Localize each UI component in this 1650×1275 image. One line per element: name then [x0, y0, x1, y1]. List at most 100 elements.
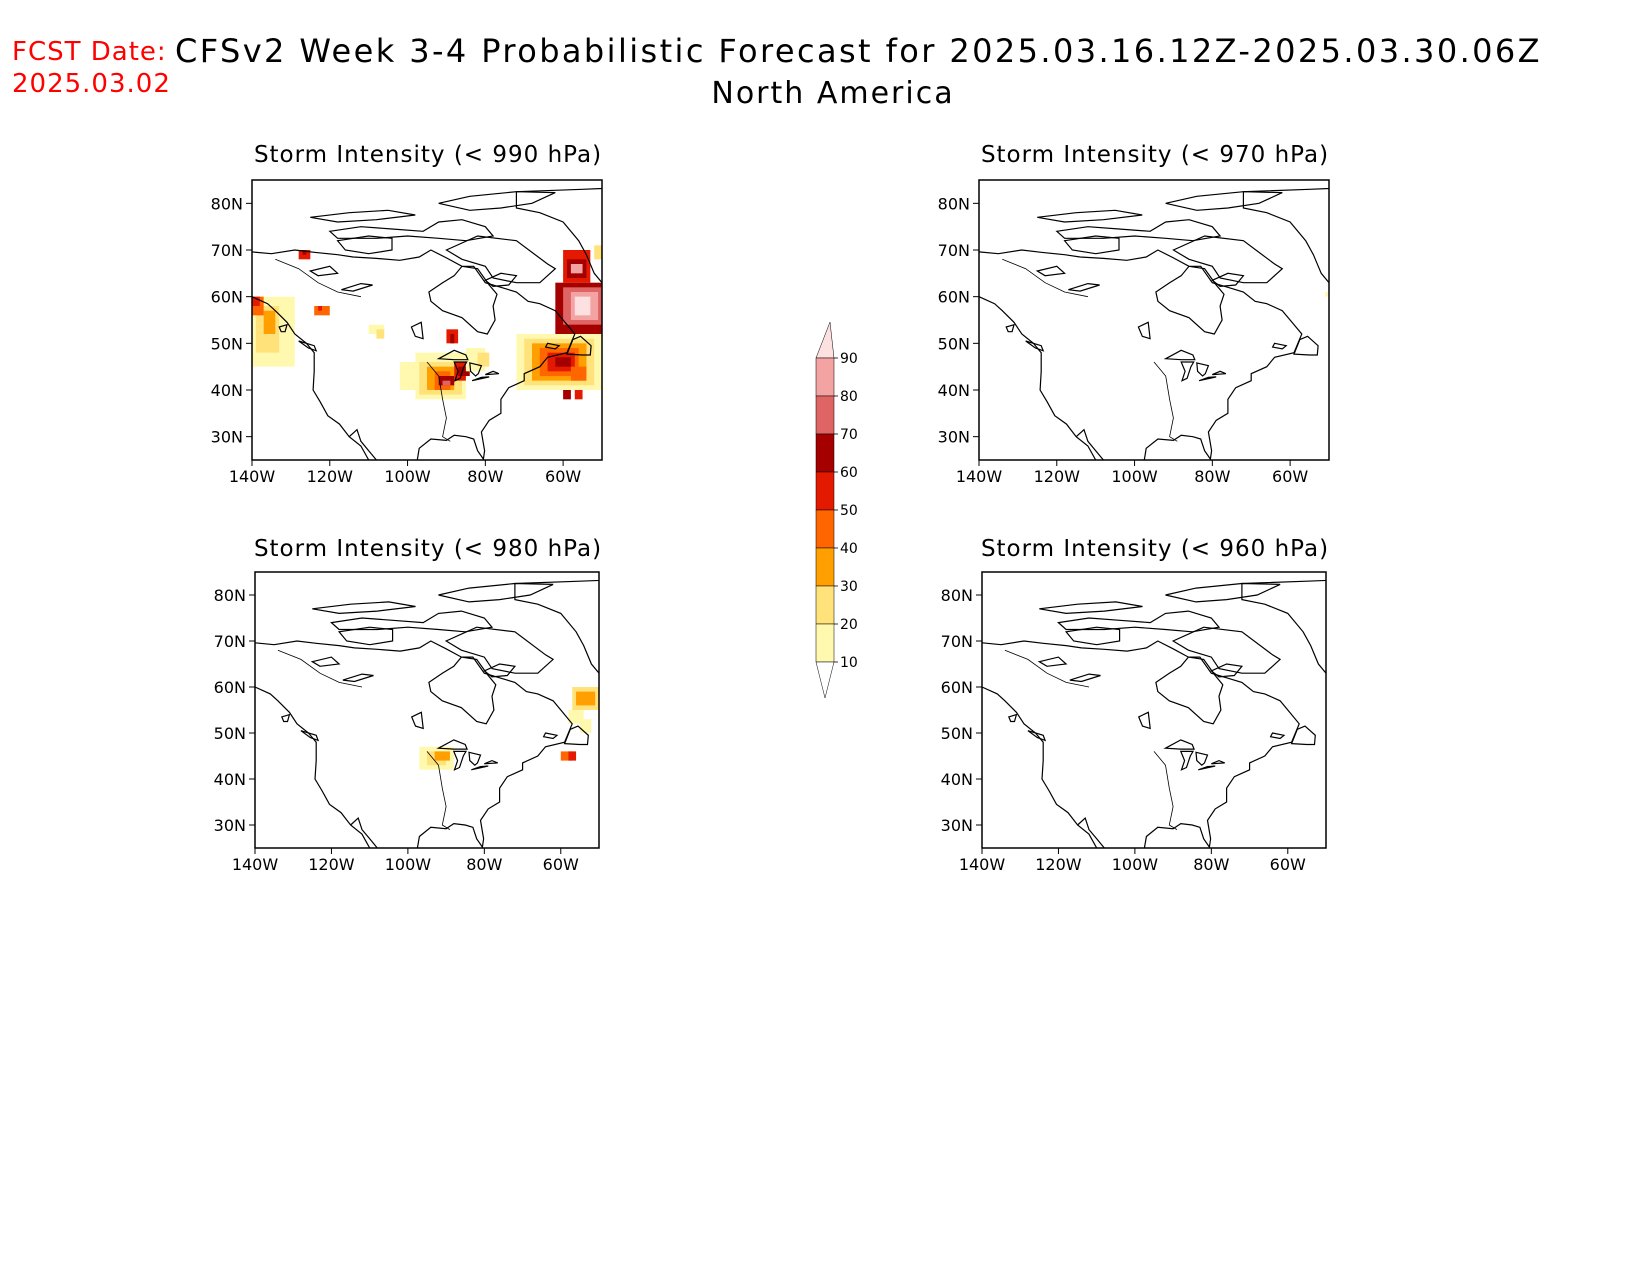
island-outline	[438, 582, 554, 603]
lon-tick-label: 120W	[307, 467, 354, 486]
lat-tick-label: 30N	[941, 816, 973, 835]
island-outline	[1293, 335, 1319, 356]
map-content	[982, 579, 1326, 848]
river	[277, 649, 363, 688]
lat-tick-label: 60N	[938, 288, 970, 307]
island-outline	[1005, 323, 1015, 333]
lake-outline	[1212, 370, 1227, 376]
island-outline	[1269, 732, 1286, 740]
map-frame	[978, 179, 1330, 461]
map-content	[255, 579, 599, 848]
lake-outline	[484, 759, 498, 765]
colorbar-label: 10	[840, 655, 858, 671]
west-coastline	[982, 686, 1098, 848]
lake-outline	[341, 282, 373, 292]
river	[1153, 751, 1178, 830]
lake-outline	[308, 265, 339, 277]
lat-tick-label: 30N	[211, 428, 243, 447]
island-outline	[1165, 191, 1283, 211]
island-outline	[328, 219, 495, 242]
forecast-date: FCST Date: 2025.03.02	[12, 36, 171, 100]
island-outline	[1007, 713, 1018, 723]
island-outline	[336, 235, 393, 255]
west-coastline	[252, 296, 370, 460]
probability-cell	[318, 306, 322, 311]
river	[1153, 361, 1178, 442]
colorbar-label: 90	[840, 351, 858, 367]
west-coastline	[255, 686, 371, 848]
lon-tick-label: 80W	[1193, 855, 1229, 874]
map-content	[979, 187, 1329, 460]
probability-cell	[302, 250, 307, 255]
lon-tick-label: 140W	[232, 855, 279, 874]
island-outline	[1241, 579, 1326, 675]
coastline	[982, 640, 1300, 848]
probability-cell	[477, 352, 490, 367]
colorbar-label: 80	[840, 389, 858, 405]
map-panel-960: 140W 120W 100W 80W 60W 30N 40N 50N 60N 70N 80N	[941, 571, 1327, 874]
coastline	[255, 640, 573, 848]
lat-tick-label: 60N	[941, 678, 973, 697]
lake-outline	[1163, 349, 1196, 361]
colorbar: 90 80 70 60 50 40 30 20 10	[815, 321, 858, 699]
lake-outline	[436, 349, 469, 361]
island-outline	[1027, 730, 1047, 742]
probability-cell	[568, 751, 577, 761]
colorbar-segment	[815, 509, 835, 549]
lake-outline	[1179, 750, 1195, 771]
lat-tick-label: 50N	[941, 724, 973, 743]
probability-cell	[579, 719, 592, 733]
panel-title-980: Storm Intensity (< 980 hPa)	[253, 536, 603, 562]
lat-tick-label: 50N	[211, 334, 243, 353]
lake-outline	[1180, 361, 1195, 382]
probability-cell	[570, 264, 583, 274]
lake-outline	[1196, 362, 1210, 377]
island-outline	[1171, 626, 1282, 674]
lon-tick-label: 120W	[308, 855, 355, 874]
lake-outline	[342, 673, 374, 683]
lat-tick-label: 70N	[211, 241, 243, 260]
lake-outline	[1137, 711, 1151, 730]
island-outline	[1039, 601, 1143, 615]
map-panel-970: 140W 120W 100W 80W 60W 30N 40N 50N 60N 70N 80N	[938, 179, 1330, 486]
map-panel-980: 140W 120W 100W 80W 60W 30N 40N 50N 60N 70N 80N	[214, 571, 600, 874]
lon-tick-label: 100W	[1111, 467, 1158, 486]
lake-outline	[1069, 673, 1101, 683]
island-outline	[515, 187, 602, 284]
lon-tick-label: 120W	[1034, 467, 1081, 486]
island-outline	[1057, 610, 1221, 633]
lat-tick-label: 40N	[214, 770, 246, 789]
lake-outline	[1198, 765, 1216, 771]
probability-cell	[1325, 292, 1329, 297]
lake-outline	[1068, 282, 1100, 292]
lat-tick-label: 60N	[214, 678, 246, 697]
lat-tick-label: 70N	[214, 632, 246, 651]
probability-cell	[594, 245, 602, 260]
lat-tick-label: 50N	[214, 724, 246, 743]
map-frame	[981, 571, 1327, 849]
colorbar-segment	[815, 395, 835, 435]
page-title: CFSv2 Week 3-4 Probabilistic Forecast fo…	[175, 32, 1542, 70]
island-outline	[542, 732, 559, 740]
lake-outline	[410, 711, 424, 730]
island-outline	[1064, 626, 1121, 646]
island-outline	[1172, 235, 1284, 284]
lake-outline	[436, 739, 468, 750]
lon-tick-label: 80W	[466, 855, 502, 874]
island-outline	[566, 335, 592, 356]
lat-tick-label: 80N	[938, 194, 970, 213]
lake-outline	[1035, 265, 1066, 277]
lon-tick-label: 140W	[229, 467, 276, 486]
lat-tick-label: 40N	[941, 770, 973, 789]
west-coastline	[979, 296, 1097, 460]
map-panel-990: 140W 120W 100W 80W 60W 30N 40N 50N 60N 70N 80N	[211, 179, 603, 486]
gulf-coastline	[350, 817, 378, 848]
lake-outline	[452, 750, 468, 771]
probability-cell	[438, 376, 455, 386]
colorbar-segment	[815, 547, 835, 587]
island-outline	[1271, 342, 1288, 350]
lon-tick-label: 80W	[1194, 467, 1230, 486]
coastline	[252, 249, 576, 460]
island-outline	[337, 626, 394, 646]
lake-outline	[471, 765, 489, 771]
